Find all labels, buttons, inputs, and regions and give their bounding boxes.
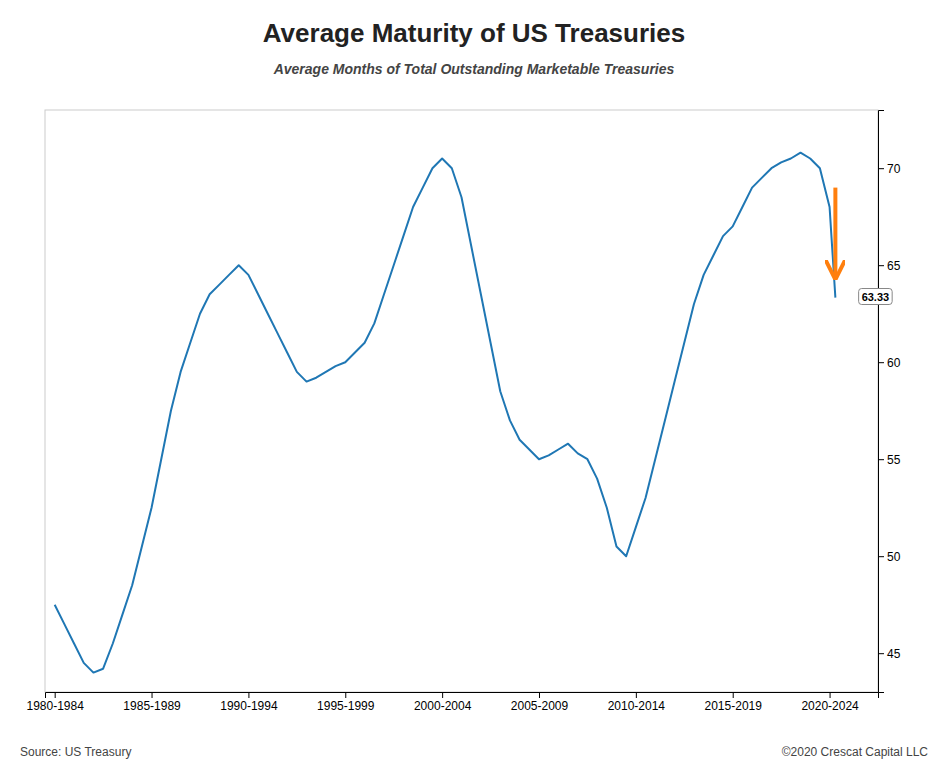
y-tick-label: 45	[887, 647, 901, 661]
x-axis-line	[46, 693, 879, 699]
x-tick-mark	[830, 692, 831, 698]
y-tick: 50	[878, 550, 901, 564]
line	[55, 153, 836, 673]
y-tick: 55	[878, 453, 901, 467]
y-axis: 45 50 55 60 65 70	[878, 111, 901, 693]
x-tick: 1990-1994	[220, 692, 278, 713]
x-tick: 2010-2014	[608, 692, 666, 713]
x-tick-mark	[539, 692, 540, 698]
x-tick-mark	[733, 692, 734, 698]
footnote: Source: US Treasury	[20, 745, 131, 759]
x-tick-mark	[442, 692, 443, 698]
plot-frame	[45, 110, 878, 692]
x-tick-label: 2000-2004	[414, 699, 472, 713]
x-tick: 2020-2024	[801, 692, 859, 713]
x-tick: 2015-2019	[705, 692, 763, 713]
y-axis-line	[879, 111, 885, 693]
x-tick-mark	[55, 692, 56, 698]
x-tick-label: 2020-2024	[801, 699, 859, 713]
x-tick-mark	[345, 692, 346, 698]
x-tick-mark	[636, 692, 637, 698]
x-tick-label: 1980-1984	[26, 699, 84, 713]
x-tick: 2000-2004	[414, 692, 472, 713]
y-tick-mark	[878, 168, 884, 169]
y-tick: 70	[878, 162, 901, 176]
plot: 1980-1984 1985-1989 1990-1994 1995-1999 2000…	[26, 110, 900, 713]
annotation-box	[859, 289, 893, 305]
x-tick-label: 1990-1994	[220, 699, 278, 713]
y-tick-mark	[878, 265, 884, 266]
x-tick-label: 2005-2009	[511, 699, 569, 713]
y-tick-mark	[878, 459, 884, 460]
chart: Average Maturity of US Treasuries Average…	[0, 0, 948, 772]
x-tick-label: 1995-1999	[317, 699, 375, 713]
subtitle: Average Months of Total Outstanding Mark…	[273, 61, 675, 77]
y-tick-mark	[878, 653, 884, 654]
y-tick-mark	[878, 362, 884, 363]
y-tick-label: 50	[887, 550, 901, 564]
title: Average Maturity of US Treasuries	[263, 18, 685, 48]
x-tick: 2005-2009	[511, 692, 569, 713]
footnote: ©2020 Crescat Capital LLC	[782, 745, 929, 759]
x-tick-mark	[248, 692, 249, 698]
marks	[55, 153, 836, 673]
y-tick: 65	[878, 259, 901, 273]
x-tick: 1985-1989	[123, 692, 181, 713]
y-tick-label: 70	[887, 162, 901, 176]
x-axis: 1980-1984 1985-1989 1990-1994 1995-1999 2000…	[26, 692, 878, 713]
x-tick-label: 1985-1989	[123, 699, 181, 713]
y-tick-label: 65	[887, 259, 901, 273]
x-tick-mark	[152, 692, 153, 698]
y-tick-label: 60	[887, 356, 901, 370]
annotation-label: 63.33	[862, 291, 890, 303]
y-tick: 45	[878, 647, 901, 661]
y-tick-label: 55	[887, 453, 901, 467]
x-tick: 1980-1984	[26, 692, 84, 713]
x-tick-label: 2015-2019	[705, 699, 763, 713]
annotation: 63.33	[859, 289, 893, 305]
x-tick: 1995-1999	[317, 692, 375, 713]
x-tick-label: 2010-2014	[608, 699, 666, 713]
y-tick: 60	[878, 356, 901, 370]
y-tick-mark	[878, 556, 884, 557]
arrow	[833, 188, 837, 276]
